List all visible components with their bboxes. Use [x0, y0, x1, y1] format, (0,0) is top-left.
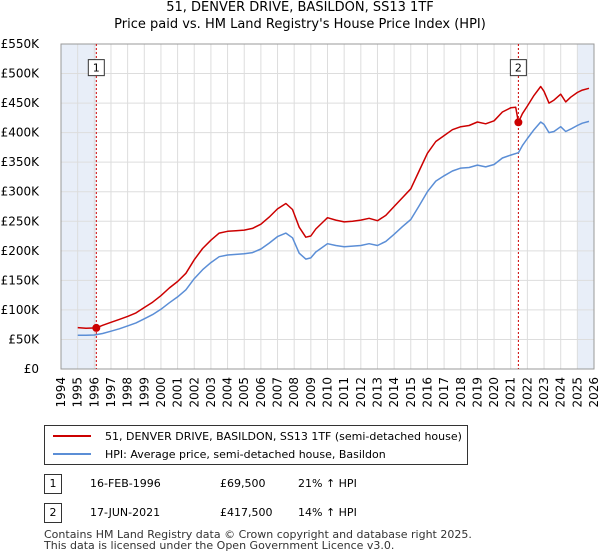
legend-swatch-hpi [53, 453, 91, 455]
footer-line-licence: This data is licensed under the Open Gov… [44, 539, 395, 552]
x-tick-label: 2004 [221, 377, 235, 408]
sale-points [92, 118, 523, 332]
x-tick-label: 2010 [321, 377, 335, 408]
legend-swatch-property [53, 435, 91, 437]
sale-marker-label: 2 [515, 62, 522, 75]
legend-item-property: 51, DENVER DRIVE, BASILDON, SS13 1TF (se… [53, 428, 462, 444]
x-tick-label: 2026 [587, 377, 600, 408]
x-tick-label: 2002 [187, 377, 201, 408]
x-tick-label: 2025 [570, 377, 584, 408]
x-tick-label: 2021 [504, 377, 518, 408]
sale-row: 1 16-FEB-1996 £69,500 21% ↑ HPI [44, 474, 464, 494]
x-tick-label: 2019 [470, 377, 484, 408]
sale-date: 16-FEB-1996 [90, 477, 161, 490]
y-tick-labels: £0 £50K £100K £150K £200K £250K £300K £350K £400… [1, 37, 41, 376]
x-tick-label: 2018 [454, 377, 468, 408]
footer-line-copyright: Contains HM Land Registry data © Crown c… [44, 528, 472, 541]
x-tick-label: 1998 [121, 377, 135, 408]
sale-price: £417,500 [220, 506, 273, 519]
sale-number-badge: 2 [44, 503, 62, 523]
y-tick-label: £400K [1, 126, 41, 140]
sale-point [92, 323, 101, 332]
chart-subtitle: Price paid vs. HM Land Registry's House … [114, 17, 486, 32]
x-tick-label: 2023 [537, 377, 551, 408]
y-tick-label: £50K [8, 332, 40, 346]
sale-row: 2 17-JUN-2021 £417,500 14% ↑ HPI [44, 503, 464, 523]
x-tick-label: 2003 [204, 377, 218, 408]
y-tick-label: £0 [24, 362, 39, 376]
x-tick-label: 2016 [420, 377, 434, 408]
legend-label-property: 51, DENVER DRIVE, BASILDON, SS13 1TF (se… [105, 429, 462, 443]
legend: 51, DENVER DRIVE, BASILDON, SS13 1TF (se… [44, 425, 468, 465]
sale-hpi-change: 21% ↑ HPI [298, 477, 357, 490]
y-tick-label: £550K [1, 37, 41, 51]
x-tick-label: 2022 [520, 377, 534, 408]
sale-vlines [95, 44, 519, 369]
x-tick-label: 2024 [554, 377, 568, 408]
sale-marker-box [509, 59, 527, 77]
x-tick-label: 2013 [370, 377, 384, 408]
shaded-range [61, 44, 97, 369]
shaded-regions [61, 44, 594, 369]
legend-item-hpi: HPI: Average price, semi-detached house,… [53, 446, 386, 462]
y-tick-label: £250K [1, 214, 41, 228]
series-line-hpi [77, 120, 590, 337]
shaded-range [577, 44, 594, 369]
x-tick-label: 2008 [287, 377, 301, 408]
sale-marker-box [87, 59, 105, 77]
x-tick-label: 2009 [304, 377, 318, 408]
sale-price: £69,500 [220, 477, 266, 490]
sale-marker-label: 1 [93, 62, 100, 75]
footer-attribution: Contains HM Land Registry data © Crown c… [44, 529, 472, 551]
x-tick-label: 2020 [487, 377, 501, 408]
x-tick-label: 2007 [271, 377, 285, 408]
sale-hpi-change: 14% ↑ HPI [298, 506, 357, 519]
sale-number-badge: 1 [44, 474, 62, 494]
x-tick-label: 1997 [104, 377, 118, 408]
x-tick-labels: 1994 1995 1996 1997 1998 1999 2000 2001 2002 2003… [54, 377, 600, 408]
y-tick-label: £300K [1, 185, 41, 199]
legend-label-hpi: HPI: Average price, semi-detached house,… [105, 447, 386, 461]
x-tick-label: 2005 [237, 377, 251, 408]
x-tick-label: 2006 [254, 377, 268, 408]
x-tick-label: 2000 [154, 377, 168, 408]
grid [60, 43, 595, 370]
series-line-property [77, 85, 590, 329]
sale-point [514, 118, 523, 127]
x-tick-label: 1999 [137, 377, 151, 408]
x-tick-label: 1996 [87, 377, 101, 408]
x-tick-label: 2017 [437, 377, 451, 408]
x-tick-label: 1994 [54, 377, 68, 408]
x-tick-label: 2015 [404, 377, 418, 408]
x-tick-label: 2012 [354, 377, 368, 408]
sale-date: 17-JUN-2021 [90, 506, 161, 519]
y-tick-label: £100K [1, 303, 41, 317]
x-tick-label: 2011 [337, 377, 351, 408]
x-tick-label: 2001 [171, 377, 185, 408]
chart-title: 51, DENVER DRIVE, BASILDON, SS13 1TF [166, 0, 434, 15]
x-tick-label: 2014 [387, 377, 401, 408]
plot-frame [60, 43, 595, 370]
y-tick-label: £500K [1, 67, 41, 81]
series-lines [77, 85, 590, 337]
x-tick-label: 1995 [71, 377, 85, 408]
y-tick-label: £150K [1, 273, 41, 287]
y-tick-label: £200K [1, 244, 41, 258]
y-tick-label: £350K [1, 155, 41, 169]
y-tick-label: £450K [1, 96, 41, 110]
